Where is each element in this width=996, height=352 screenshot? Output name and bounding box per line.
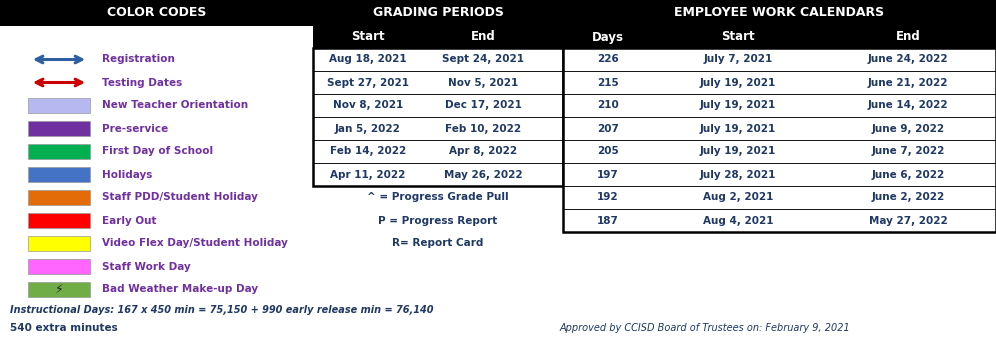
Bar bbox=[0, 0, 313, 26]
Text: Sept 27, 2021: Sept 27, 2021 bbox=[327, 77, 409, 88]
Text: R= Report Card: R= Report Card bbox=[392, 239, 484, 249]
Bar bbox=[313, 48, 563, 71]
Text: Feb 10, 2022: Feb 10, 2022 bbox=[445, 124, 521, 133]
Text: Days: Days bbox=[592, 31, 624, 44]
Bar bbox=[563, 163, 996, 186]
Text: July 19, 2021: July 19, 2021 bbox=[700, 146, 776, 157]
Bar bbox=[28, 236, 90, 251]
Text: COLOR CODES: COLOR CODES bbox=[107, 6, 206, 19]
Text: ^ = Progress Grade Pull: ^ = Progress Grade Pull bbox=[368, 193, 509, 202]
Text: June 24, 2022: June 24, 2022 bbox=[868, 55, 948, 64]
Text: 197: 197 bbox=[598, 170, 619, 180]
Text: 192: 192 bbox=[598, 193, 619, 202]
Text: P = Progress Report: P = Progress Report bbox=[378, 215, 498, 226]
Text: GRADING PERIODS: GRADING PERIODS bbox=[373, 6, 503, 19]
Bar bbox=[563, 209, 996, 232]
Bar bbox=[563, 117, 996, 140]
Text: 210: 210 bbox=[598, 101, 619, 111]
Text: July 19, 2021: July 19, 2021 bbox=[700, 124, 776, 133]
Text: July 28, 2021: July 28, 2021 bbox=[700, 170, 776, 180]
Text: Start: Start bbox=[352, 31, 384, 44]
Bar bbox=[313, 140, 563, 163]
Text: Aug 4, 2021: Aug 4, 2021 bbox=[703, 215, 773, 226]
Text: Jan 5, 2022: Jan 5, 2022 bbox=[335, 124, 401, 133]
Bar bbox=[563, 48, 996, 232]
Bar bbox=[28, 190, 90, 205]
Text: 207: 207 bbox=[597, 124, 619, 133]
Text: July 7, 2021: July 7, 2021 bbox=[703, 55, 773, 64]
Text: Staff Work Day: Staff Work Day bbox=[102, 262, 191, 271]
Text: Apr 8, 2022: Apr 8, 2022 bbox=[449, 146, 517, 157]
Text: End: End bbox=[895, 31, 920, 44]
Text: End: End bbox=[471, 31, 495, 44]
Bar bbox=[313, 0, 563, 26]
Text: Testing Dates: Testing Dates bbox=[102, 77, 182, 88]
Text: June 7, 2022: June 7, 2022 bbox=[872, 146, 944, 157]
Text: 187: 187 bbox=[597, 215, 619, 226]
Bar bbox=[563, 71, 996, 94]
Text: Feb 14, 2022: Feb 14, 2022 bbox=[330, 146, 406, 157]
Text: 226: 226 bbox=[598, 55, 619, 64]
Bar bbox=[563, 186, 996, 209]
Bar bbox=[313, 26, 563, 48]
Text: Nov 5, 2021: Nov 5, 2021 bbox=[448, 77, 518, 88]
Bar bbox=[28, 167, 90, 182]
Text: EMPLOYEE WORK CALENDARS: EMPLOYEE WORK CALENDARS bbox=[674, 6, 884, 19]
Text: Aug 18, 2021: Aug 18, 2021 bbox=[330, 55, 406, 64]
Bar bbox=[563, 0, 996, 26]
Text: May 27, 2022: May 27, 2022 bbox=[869, 215, 947, 226]
Text: Start: Start bbox=[721, 31, 755, 44]
Text: Dec 17, 2021: Dec 17, 2021 bbox=[444, 101, 522, 111]
Bar bbox=[28, 121, 90, 136]
Bar bbox=[563, 26, 996, 48]
Text: June 2, 2022: June 2, 2022 bbox=[872, 193, 944, 202]
Text: Registration: Registration bbox=[102, 55, 175, 64]
Bar bbox=[28, 98, 90, 113]
Text: Early Out: Early Out bbox=[102, 215, 156, 226]
Text: Staff PDD/Student Holiday: Staff PDD/Student Holiday bbox=[102, 193, 258, 202]
Text: June 21, 2022: June 21, 2022 bbox=[868, 77, 948, 88]
Text: Holidays: Holidays bbox=[102, 170, 152, 180]
Text: June 6, 2022: June 6, 2022 bbox=[872, 170, 944, 180]
Bar bbox=[28, 213, 90, 228]
Bar bbox=[563, 48, 996, 71]
Text: 215: 215 bbox=[598, 77, 619, 88]
Text: Bad Weather Make-up Day: Bad Weather Make-up Day bbox=[102, 284, 258, 295]
Bar bbox=[28, 259, 90, 274]
Text: Instructional Days: 167 x 450 min = 75,150 + 990 early release min = 76,140: Instructional Days: 167 x 450 min = 75,1… bbox=[10, 305, 433, 315]
Bar bbox=[563, 140, 996, 163]
Text: First Day of School: First Day of School bbox=[102, 146, 213, 157]
Text: Aug 2, 2021: Aug 2, 2021 bbox=[703, 193, 773, 202]
Text: July 19, 2021: July 19, 2021 bbox=[700, 101, 776, 111]
Bar bbox=[28, 144, 90, 159]
Text: Sept 24, 2021: Sept 24, 2021 bbox=[442, 55, 524, 64]
Bar bbox=[313, 71, 563, 94]
Bar bbox=[313, 94, 563, 117]
Bar bbox=[563, 94, 996, 117]
Text: Video Flex Day/Student Holiday: Video Flex Day/Student Holiday bbox=[102, 239, 288, 249]
Text: Pre-service: Pre-service bbox=[102, 124, 168, 133]
Text: 205: 205 bbox=[598, 146, 619, 157]
Text: ⚡: ⚡ bbox=[55, 283, 64, 296]
Text: June 14, 2022: June 14, 2022 bbox=[868, 101, 948, 111]
Bar bbox=[28, 282, 90, 297]
Bar bbox=[313, 117, 563, 140]
Text: June 9, 2022: June 9, 2022 bbox=[872, 124, 944, 133]
Bar bbox=[313, 163, 563, 186]
Text: July 19, 2021: July 19, 2021 bbox=[700, 77, 776, 88]
Text: Approved by CCISD Board of Trustees on: February 9, 2021: Approved by CCISD Board of Trustees on: … bbox=[560, 323, 851, 333]
Text: Nov 8, 2021: Nov 8, 2021 bbox=[333, 101, 403, 111]
Bar bbox=[313, 48, 563, 186]
Text: New Teacher Orientation: New Teacher Orientation bbox=[102, 101, 248, 111]
Text: Apr 11, 2022: Apr 11, 2022 bbox=[331, 170, 405, 180]
Text: May 26, 2022: May 26, 2022 bbox=[443, 170, 522, 180]
Text: 540 extra minutes: 540 extra minutes bbox=[10, 323, 118, 333]
